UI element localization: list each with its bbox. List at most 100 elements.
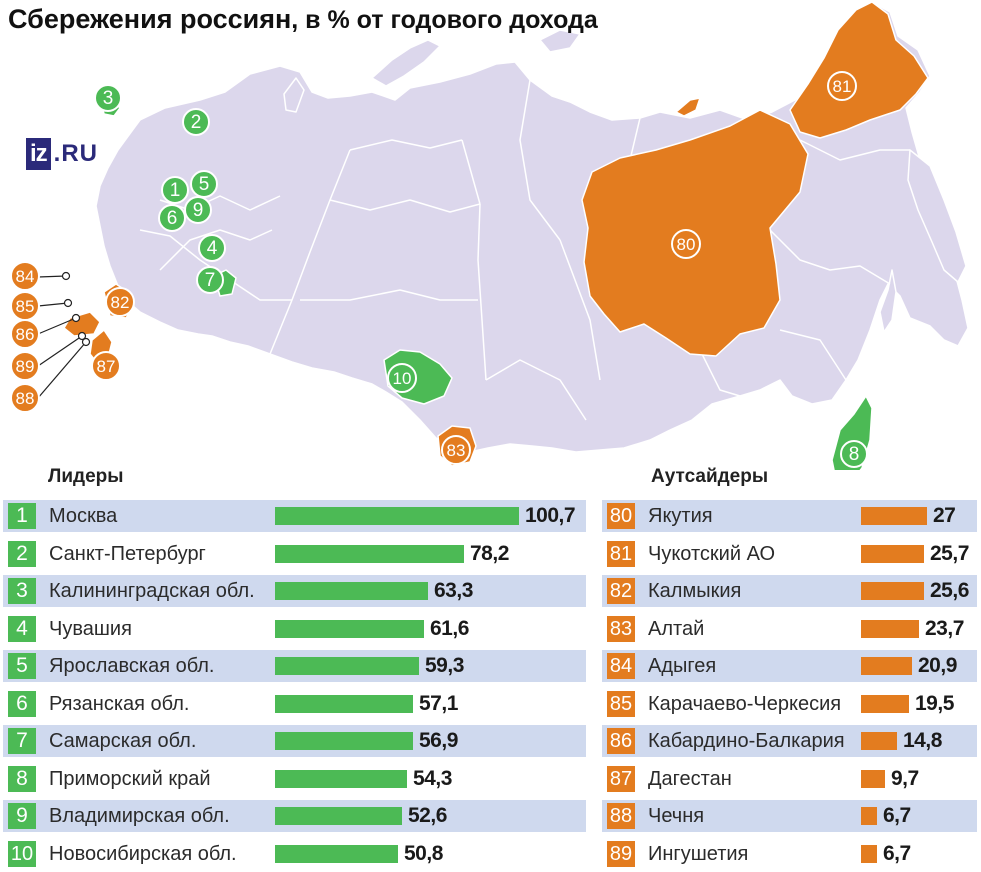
value-bar bbox=[861, 582, 924, 600]
region-marker-84: 84 bbox=[10, 261, 40, 291]
marker-label: 83 bbox=[447, 441, 466, 460]
table-row: 3 Калининградская обл. 63,3 bbox=[3, 575, 586, 607]
rank-badge: 82 bbox=[607, 578, 635, 604]
value-label: 57,1 bbox=[419, 691, 458, 715]
value-bar bbox=[861, 844, 877, 863]
marker-circle bbox=[184, 196, 212, 224]
rank-badge: 89 bbox=[607, 840, 635, 867]
region-marker-80: 80 bbox=[671, 229, 701, 259]
rank-badge: 87 bbox=[607, 765, 635, 792]
value-label: 50,8 bbox=[404, 841, 443, 865]
marker-circle bbox=[161, 176, 189, 204]
region-marker-83: 83 bbox=[441, 435, 471, 465]
value-bar bbox=[861, 694, 909, 713]
region-name: Чукотский АО bbox=[648, 542, 776, 565]
marker-circle bbox=[441, 435, 471, 465]
region-marker-86: 86 bbox=[10, 319, 40, 349]
region-name: Новосибирская обл. bbox=[49, 842, 237, 865]
marker-circle bbox=[182, 108, 210, 136]
value-bar bbox=[275, 507, 519, 525]
region-marker-10: 10 bbox=[387, 363, 417, 393]
marker-label: 2 bbox=[191, 112, 202, 133]
region-name: Ингушетия bbox=[648, 842, 749, 865]
callout-dots bbox=[61, 271, 91, 347]
marker-label: 85 bbox=[16, 297, 35, 316]
outsiders-heading: Аутсайдеры bbox=[651, 466, 769, 487]
value-label: 20,9 bbox=[918, 654, 957, 677]
region-marker-87: 87 bbox=[91, 351, 121, 381]
value-bar bbox=[861, 769, 885, 788]
table-row: 5 Ярославская обл. 59,3 bbox=[3, 650, 586, 682]
value-label: 52,6 bbox=[408, 804, 447, 827]
table-row: 6 Рязанская обл. 57,1 bbox=[3, 688, 586, 720]
table-row: 9 Владимирская обл. 52,6 bbox=[3, 800, 586, 832]
value-label: 6,7 bbox=[883, 841, 911, 865]
region-marker-4: 4 bbox=[198, 234, 226, 262]
value-bar bbox=[861, 732, 897, 750]
rank-badge: 84 bbox=[607, 653, 635, 679]
region-name: Алтай bbox=[648, 617, 705, 640]
region-name: Владимирская обл. bbox=[49, 805, 230, 827]
value-label: 25,6 bbox=[930, 579, 969, 602]
logo-suffix: .RU bbox=[53, 140, 99, 167]
table-row: 84 Адыгея 20,9 bbox=[602, 650, 977, 682]
value-label: 27 bbox=[933, 504, 956, 527]
callout-leaders bbox=[37, 275, 87, 399]
region-marker-6: 6 bbox=[158, 204, 186, 232]
marker-circle bbox=[387, 363, 417, 393]
region-marker-81: 81 bbox=[827, 71, 857, 101]
table-row: 10 Новосибирская обл. 50,8 bbox=[3, 838, 586, 870]
marker-circle bbox=[196, 266, 224, 294]
table-row: 8 Приморский край 54,3 bbox=[3, 763, 586, 795]
marker-label: 82 bbox=[111, 293, 130, 312]
rank-badge: 4 bbox=[8, 615, 36, 642]
region-borders bbox=[139, 79, 910, 421]
region-name: Калмыкия bbox=[648, 580, 742, 602]
rank-badge: 9 bbox=[8, 803, 36, 829]
rank-badge: 88 bbox=[607, 803, 635, 829]
rank-badge: 1 bbox=[8, 503, 36, 529]
region-chukotka bbox=[789, 1, 929, 139]
region-name: Якутия bbox=[648, 505, 713, 527]
title-main: Сбережения россиян bbox=[8, 4, 292, 34]
region-name: Москва bbox=[49, 505, 118, 527]
marker-label: 88 bbox=[16, 389, 35, 408]
value-label: 59,3 bbox=[425, 654, 464, 677]
marker-circle bbox=[10, 261, 40, 291]
region-marker-89: 89 bbox=[10, 351, 40, 381]
rank-badge: 85 bbox=[607, 690, 635, 717]
region-marker-82: 82 bbox=[105, 287, 135, 317]
marker-label: 10 bbox=[393, 369, 412, 388]
rank-badge: 10 bbox=[8, 840, 36, 867]
table-row: 4 Чувашия 61,6 bbox=[3, 613, 586, 645]
table-row: 86 Кабардино-Балкария 14,8 bbox=[602, 725, 977, 757]
marker-label: 8 bbox=[849, 444, 860, 465]
marker-label: 80 bbox=[677, 235, 696, 254]
rank-badge: 86 bbox=[607, 728, 635, 754]
region-magadan-spot bbox=[675, 97, 701, 117]
region-name: Санкт-Петербург bbox=[49, 542, 206, 565]
value-bar bbox=[275, 619, 424, 638]
table-row: 83 Алтай 23,7 bbox=[602, 613, 977, 645]
value-bar bbox=[861, 657, 912, 675]
marker-circle bbox=[94, 84, 122, 112]
rank-badge: 83 bbox=[607, 615, 635, 642]
rank-badge: 8 bbox=[8, 765, 36, 792]
table-row: 87 Дагестан 9,7 bbox=[602, 763, 977, 795]
region-name: Карачаево-Черкесия bbox=[648, 692, 842, 715]
table-row: 82 Калмыкия 25,6 bbox=[602, 575, 977, 607]
logo-mark: iz bbox=[26, 138, 51, 170]
rank-badge: 6 bbox=[8, 690, 36, 717]
marker-circle bbox=[10, 319, 40, 349]
marker-label: 7 bbox=[205, 270, 216, 291]
value-label: 6,7 bbox=[883, 804, 911, 827]
region-name: Кабардино-Балкария bbox=[648, 730, 845, 752]
region-marker-7: 7 bbox=[196, 266, 224, 294]
marker-label: 4 bbox=[207, 238, 218, 259]
value-label: 78,2 bbox=[470, 541, 509, 565]
value-label: 14,8 bbox=[903, 729, 942, 752]
marker-circle bbox=[671, 229, 701, 259]
region-name: Дагестан bbox=[648, 767, 732, 790]
marker-circle bbox=[840, 440, 868, 468]
